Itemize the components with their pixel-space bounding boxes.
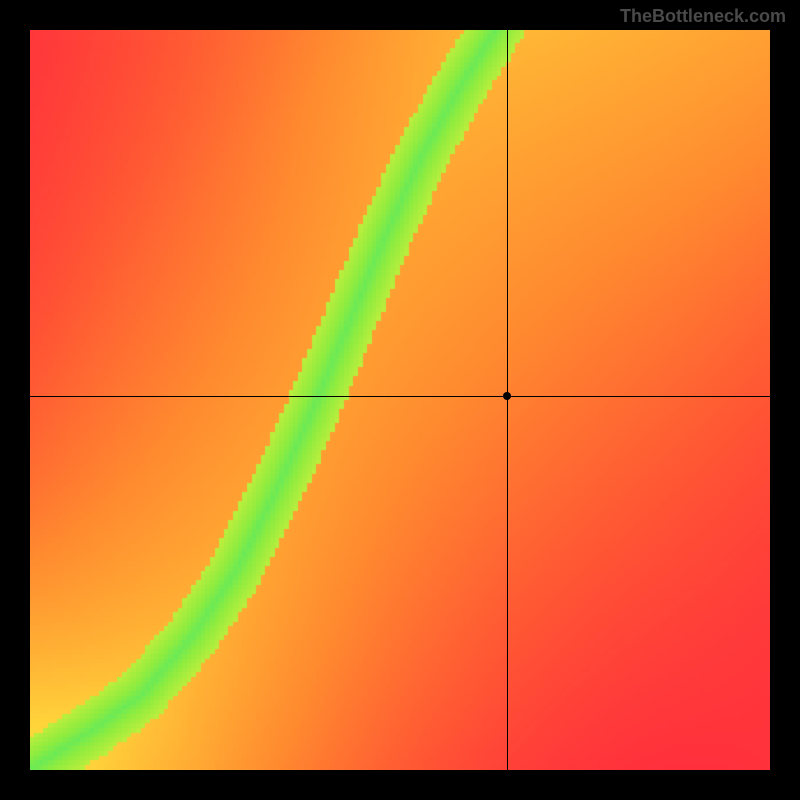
- watermark-text: TheBottleneck.com: [620, 6, 786, 27]
- crosshair-marker-dot: [503, 392, 511, 400]
- heatmap-canvas: [30, 30, 770, 770]
- crosshair-horizontal: [30, 396, 770, 397]
- heatmap-plot: [30, 30, 770, 770]
